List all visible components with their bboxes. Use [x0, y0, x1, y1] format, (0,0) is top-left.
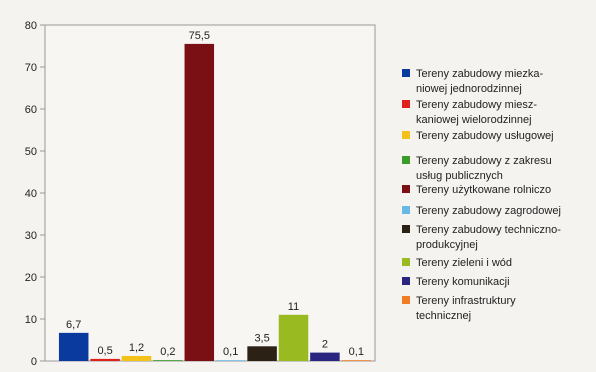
bar-1 — [58, 332, 89, 361]
y-tick-label: 0 — [31, 356, 37, 368]
data-label-10: 0,1 — [349, 346, 364, 358]
legend-label: kaniowej wielorodzinnej — [416, 114, 532, 126]
legend-label: Tereny zabudowy usługowej — [416, 130, 554, 142]
legend-swatch-7 — [402, 225, 410, 233]
legend-label: Tereny zabudowy techniczno- — [416, 224, 561, 236]
bar-6 — [215, 360, 246, 361]
legend-label: produkcyjnej — [416, 239, 478, 251]
legend-label: Tereny zabudowy z zakresu — [416, 155, 552, 167]
legend-swatch-10 — [402, 296, 410, 304]
data-label-1: 6,7 — [66, 319, 81, 331]
data-label-8: 11 — [288, 301, 299, 313]
bar-3 — [121, 355, 152, 361]
bar-5 — [184, 43, 215, 362]
y-tick-label: 80 — [25, 20, 37, 32]
y-tick-label: 40 — [25, 188, 37, 200]
legend-label: Tereny użytkowane rolniczo — [416, 184, 551, 196]
legend-label: Tereny zabudowy miesz- — [416, 99, 537, 111]
y-tick-label: 30 — [25, 230, 37, 242]
bar-9 — [310, 352, 340, 361]
data-label-6: 0,1 — [223, 346, 238, 358]
legend-label: Tereny infrastruktury — [416, 295, 516, 307]
legend-swatch-3 — [402, 131, 410, 139]
legend-label: niowej jednorodzinnej — [416, 83, 522, 95]
legend-label: usług publicznych — [416, 170, 503, 182]
bar-7 — [247, 346, 277, 361]
bar-2 — [90, 358, 120, 361]
data-label-7: 3,5 — [254, 332, 269, 344]
legend-swatch-5 — [402, 185, 410, 193]
data-label-5: 75,5 — [189, 30, 210, 42]
y-tick-label: 10 — [25, 314, 37, 326]
data-label-3: 1,2 — [129, 342, 144, 354]
data-label-4: 0,2 — [160, 346, 175, 358]
data-label-2: 0,5 — [97, 345, 112, 357]
legend-label: Tereny komunikacji — [416, 276, 510, 288]
y-tick-label: 60 — [25, 104, 37, 116]
legend-label: Tereny zabudowy miezka- — [416, 68, 544, 80]
legend-label: technicznej — [416, 310, 471, 322]
legend-swatch-4 — [402, 156, 410, 164]
legend-swatch-2 — [402, 100, 410, 108]
legend-label: Tereny zabudowy zagrodowej — [416, 205, 561, 217]
y-tick-label: 20 — [25, 272, 37, 284]
legend-label: Tereny zieleni i wód — [416, 257, 512, 269]
legend-swatch-8 — [402, 258, 410, 266]
bar-4 — [153, 360, 183, 361]
bar-8 — [278, 314, 309, 361]
y-tick-label: 50 — [25, 146, 37, 158]
data-label-9: 2 — [322, 339, 328, 351]
bar-10 — [341, 360, 372, 361]
y-tick-label: 70 — [25, 62, 37, 74]
legend-swatch-6 — [402, 206, 410, 214]
legend-swatch-1 — [402, 69, 410, 77]
legend-swatch-9 — [402, 277, 410, 285]
